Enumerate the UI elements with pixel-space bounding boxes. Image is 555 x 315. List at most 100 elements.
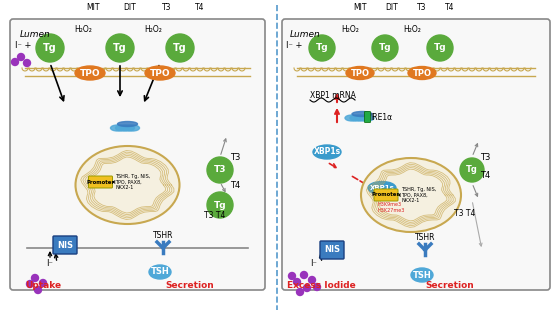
Text: Excess Iodide: Excess Iodide [287, 280, 356, 289]
Circle shape [294, 278, 300, 285]
Ellipse shape [408, 66, 436, 79]
Ellipse shape [149, 265, 171, 279]
FancyBboxPatch shape [374, 189, 398, 201]
Text: I⁻ +: I⁻ + [15, 41, 31, 49]
Ellipse shape [145, 66, 175, 80]
Text: DIT: DIT [386, 3, 398, 12]
Text: TSHR, Tg, NIS,
TPO, PAX8,
NKX2-1: TSHR, Tg, NIS, TPO, PAX8, NKX2-1 [115, 174, 151, 190]
Text: MIT: MIT [86, 3, 100, 12]
Ellipse shape [125, 125, 139, 131]
Circle shape [314, 284, 320, 290]
Ellipse shape [110, 125, 124, 131]
Ellipse shape [313, 145, 341, 159]
Circle shape [304, 284, 310, 291]
Circle shape [39, 279, 47, 287]
Text: XBP1s: XBP1s [370, 185, 395, 191]
Text: H₂O₂: H₂O₂ [144, 26, 162, 35]
Circle shape [300, 272, 307, 278]
Text: Tg: Tg [316, 43, 329, 53]
Text: Tg: Tg [466, 165, 478, 175]
Ellipse shape [75, 146, 179, 224]
Circle shape [296, 289, 304, 295]
Circle shape [27, 280, 33, 288]
Circle shape [309, 35, 335, 61]
Text: I⁻: I⁻ [47, 259, 53, 267]
Text: T4: T4 [480, 170, 490, 180]
Text: XBP1s: XBP1s [314, 147, 341, 157]
Circle shape [309, 277, 315, 284]
Text: H₂O₂: H₂O₂ [403, 25, 421, 34]
Ellipse shape [360, 115, 374, 121]
Text: Tg: Tg [433, 43, 446, 53]
FancyBboxPatch shape [282, 19, 550, 290]
Text: TPO: TPO [351, 68, 370, 77]
Text: TSHR: TSHR [415, 233, 435, 242]
Text: Tg: Tg [214, 201, 226, 209]
Text: Promoter: Promoter [372, 192, 400, 198]
Text: T4: T4 [445, 3, 455, 12]
FancyBboxPatch shape [10, 19, 265, 290]
Text: Tg: Tg [173, 43, 187, 53]
Circle shape [12, 59, 18, 66]
Circle shape [36, 34, 64, 62]
Ellipse shape [411, 268, 433, 282]
Ellipse shape [355, 115, 369, 121]
Ellipse shape [361, 158, 461, 232]
Text: Tg: Tg [43, 43, 57, 53]
Text: MIT: MIT [353, 3, 367, 12]
Text: TSH: TSH [412, 271, 431, 279]
Text: H3K9me3: H3K9me3 [377, 203, 401, 208]
Circle shape [18, 54, 24, 60]
FancyBboxPatch shape [365, 112, 371, 123]
Text: T3 T4: T3 T4 [204, 210, 226, 220]
Ellipse shape [118, 122, 138, 127]
Text: NIS: NIS [324, 245, 340, 255]
FancyBboxPatch shape [88, 176, 113, 188]
Ellipse shape [346, 66, 374, 79]
Text: TPO: TPO [150, 68, 170, 77]
Circle shape [427, 35, 453, 61]
Ellipse shape [352, 112, 372, 117]
Ellipse shape [120, 125, 134, 131]
Text: TSH: TSH [150, 267, 169, 277]
Text: TSHR: TSHR [153, 231, 173, 240]
Text: XBP1 mRNA: XBP1 mRNA [310, 90, 356, 100]
Text: NIS: NIS [57, 240, 73, 249]
Text: I⁻ +: I⁻ + [286, 41, 302, 49]
Text: T3: T3 [480, 153, 491, 163]
Text: TPO: TPO [80, 68, 100, 77]
Text: Lumen: Lumen [290, 30, 321, 39]
Ellipse shape [75, 66, 105, 80]
Text: T3: T3 [162, 3, 171, 12]
Ellipse shape [368, 181, 396, 194]
Ellipse shape [350, 115, 364, 121]
Circle shape [207, 192, 233, 218]
Circle shape [106, 34, 134, 62]
Text: T3: T3 [214, 165, 226, 175]
Text: T3: T3 [230, 153, 240, 163]
Text: Uptake: Uptake [25, 280, 61, 289]
Text: Secretion: Secretion [426, 280, 475, 289]
Text: Tg: Tg [379, 43, 391, 53]
Text: Promoter: Promoter [87, 180, 114, 185]
Ellipse shape [345, 115, 359, 121]
Text: T4: T4 [195, 3, 205, 12]
Text: IRE1α: IRE1α [370, 113, 392, 123]
Circle shape [23, 60, 31, 66]
Text: T3 T4: T3 T4 [455, 209, 476, 217]
Text: H₂O₂: H₂O₂ [341, 25, 359, 34]
Text: H3K27me3: H3K27me3 [377, 208, 405, 213]
Circle shape [166, 34, 194, 62]
Circle shape [460, 158, 484, 182]
Text: Secretion: Secretion [165, 280, 214, 289]
FancyBboxPatch shape [320, 241, 344, 259]
FancyBboxPatch shape [53, 236, 77, 254]
Text: TSHR, Tg, NIS,
TPO, PAX8,
NKX2-1: TSHR, Tg, NIS, TPO, PAX8, NKX2-1 [401, 187, 436, 203]
Text: T3: T3 [417, 3, 427, 12]
Circle shape [34, 287, 42, 294]
Text: I⁻: I⁻ [311, 259, 317, 267]
Text: Tg: Tg [113, 43, 127, 53]
Circle shape [32, 274, 38, 282]
Text: H₂O₂: H₂O₂ [74, 26, 92, 35]
Ellipse shape [115, 125, 129, 131]
